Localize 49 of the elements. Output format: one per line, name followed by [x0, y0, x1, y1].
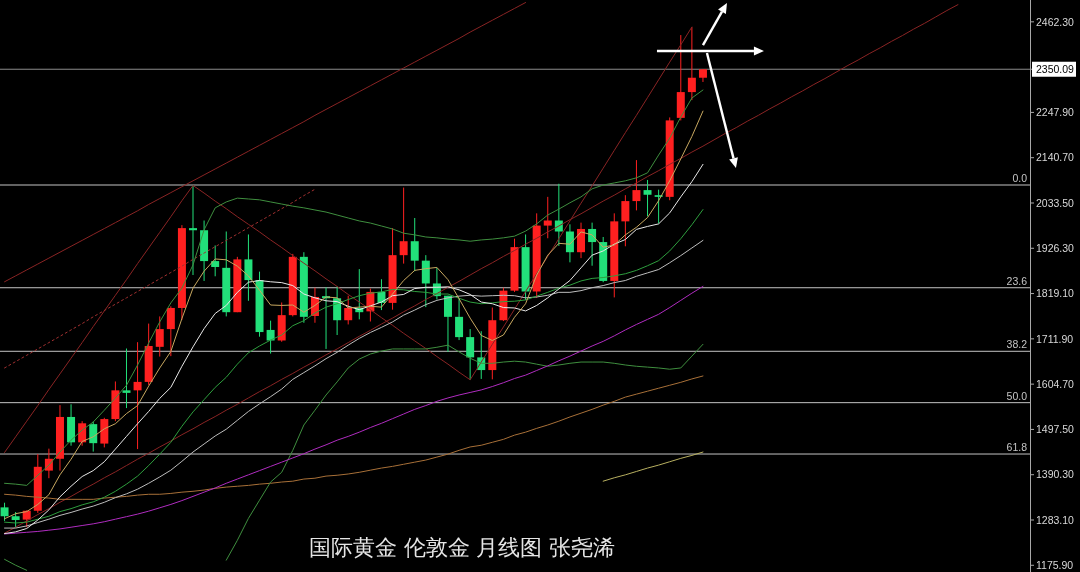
- candlestick: [0, 502, 9, 522]
- candlestick: [543, 196, 552, 239]
- line-series: [602, 451, 704, 482]
- ref-line-label: 50.0: [1006, 389, 1028, 402]
- candlestick: [410, 217, 419, 272]
- candlestick: [133, 341, 142, 450]
- ref-line-label: 0.0: [1012, 172, 1028, 185]
- ref-line-label: 38.2: [1006, 338, 1028, 351]
- candlestick: [687, 26, 696, 101]
- candlestick: [399, 187, 408, 265]
- y-tick-label: 1390.30: [1036, 468, 1075, 481]
- candlestick: [654, 189, 663, 224]
- y-tick-label: 1175.90: [1036, 558, 1074, 571]
- candlestick: [621, 194, 630, 247]
- y-tick-label: 1926.30: [1036, 241, 1075, 254]
- candlestick: [155, 315, 164, 358]
- line-series: [4, 2, 527, 283]
- ref-line-label: 23.6: [1006, 274, 1028, 287]
- candlestick: [344, 295, 353, 325]
- line-series: [4, 163, 704, 535]
- candlestick: [421, 254, 430, 308]
- line-series: [4, 285, 704, 535]
- candlestick: [244, 233, 253, 302]
- y-tick-label: 1819.10: [1036, 287, 1075, 300]
- y-tick-label: 1283.10: [1036, 513, 1075, 526]
- candlestick: [211, 244, 220, 277]
- y-tick-label: 1604.70: [1036, 377, 1075, 390]
- candlestick: [577, 222, 586, 259]
- y-tick-label: 2462.30: [1036, 15, 1075, 28]
- line-series: [4, 375, 704, 500]
- text: 国际黄金 伦敦金 月线图 张尧浠: [308, 535, 616, 560]
- line-series: [4, 4, 959, 534]
- candlestick: [455, 297, 464, 341]
- y-tick-label: 2247.90: [1036, 106, 1075, 119]
- candlestick: [122, 348, 131, 409]
- y-tick-label: 2350.09: [1036, 62, 1075, 75]
- candlestick: [643, 179, 652, 217]
- candlestick: [466, 328, 475, 381]
- candlestick: [189, 184, 197, 276]
- y-tick-label: 2140.70: [1036, 151, 1075, 164]
- y-tick-label: 1711.90: [1036, 332, 1074, 345]
- ref-line-label: 61.8: [1006, 441, 1028, 454]
- candlestick: [166, 305, 175, 357]
- candlestick: [632, 159, 641, 211]
- y-tick-label: 1497.50: [1036, 423, 1075, 436]
- line-series: [4, 188, 316, 369]
- candlestick: [443, 295, 452, 353]
- candlestick: [89, 421, 98, 453]
- y-tick-label: 2033.50: [1036, 196, 1075, 209]
